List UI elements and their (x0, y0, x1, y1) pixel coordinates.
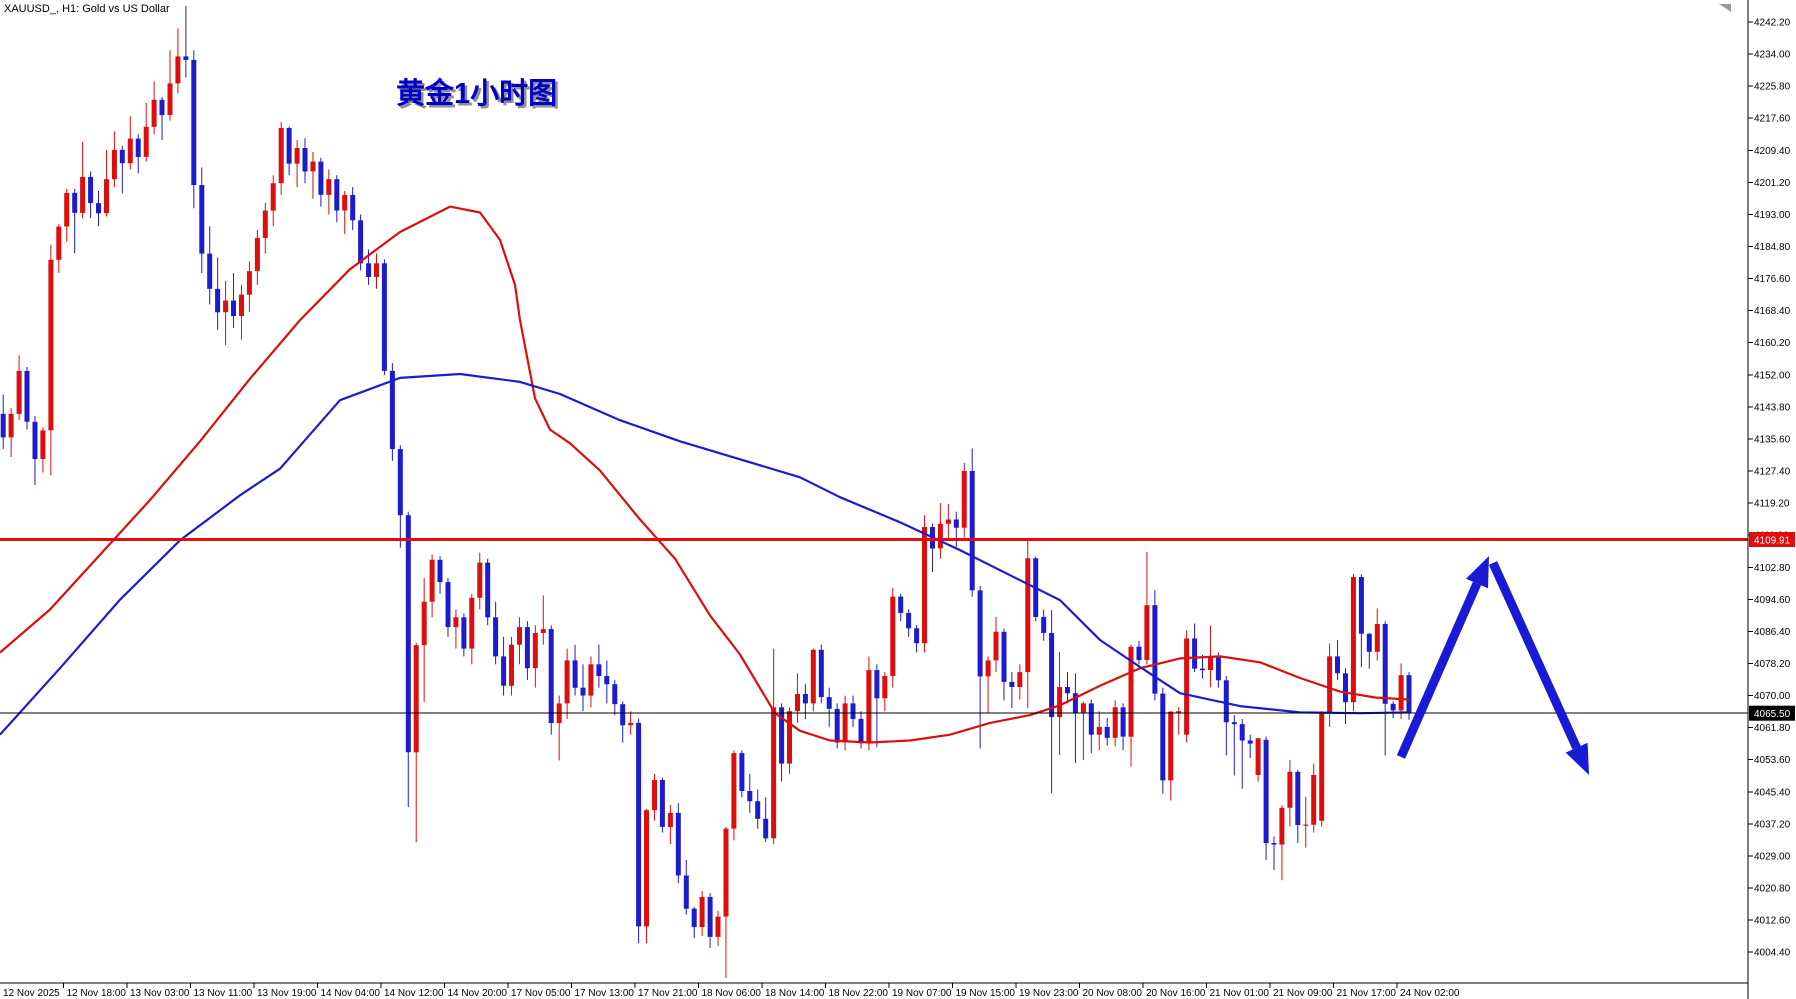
svg-text:13 Nov 03:00: 13 Nov 03:00 (130, 988, 190, 999)
svg-text:4127.40: 4127.40 (1754, 467, 1791, 478)
axis-border (0, 0, 1749, 999)
svg-text:4065.50: 4065.50 (1754, 709, 1791, 720)
svg-text:20 Nov 16:00: 20 Nov 16:00 (1146, 988, 1206, 999)
svg-text:4160.20: 4160.20 (1754, 338, 1791, 349)
svg-text:4061.80: 4061.80 (1754, 723, 1791, 734)
svg-text:14 Nov 04:00: 14 Nov 04:00 (321, 988, 381, 999)
svg-text:18 Nov 06:00: 18 Nov 06:00 (702, 988, 762, 999)
svg-text:4094.60: 4094.60 (1754, 595, 1791, 606)
symbol-title: XAUUSD_, H1: Gold vs US Dollar (4, 3, 170, 15)
svg-text:4070.00: 4070.00 (1754, 691, 1791, 702)
svg-text:20 Nov 08:00: 20 Nov 08:00 (1083, 988, 1143, 999)
svg-text:21 Nov 01:00: 21 Nov 01:00 (1210, 988, 1270, 999)
svg-text:4004.40: 4004.40 (1754, 948, 1791, 959)
svg-text:4102.80: 4102.80 (1754, 563, 1791, 574)
svg-text:4135.60: 4135.60 (1754, 435, 1791, 446)
svg-text:4078.20: 4078.20 (1754, 659, 1791, 670)
svg-text:14 Nov 12:00: 14 Nov 12:00 (384, 988, 444, 999)
svg-text:19 Nov 07:00: 19 Nov 07:00 (892, 988, 952, 999)
svg-text:14 Nov 20:00: 14 Nov 20:00 (448, 988, 508, 999)
svg-text:12 Nov 18:00: 12 Nov 18:00 (67, 988, 127, 999)
svg-text:17 Nov 05:00: 17 Nov 05:00 (511, 988, 571, 999)
svg-text:4037.20: 4037.20 (1754, 819, 1791, 830)
svg-text:4086.40: 4086.40 (1754, 627, 1791, 638)
svg-text:4225.80: 4225.80 (1754, 82, 1791, 93)
svg-text:4109.91: 4109.91 (1754, 536, 1791, 547)
candles-layer (0, 6, 1412, 978)
svg-text:19 Nov 23:00: 19 Nov 23:00 (1019, 988, 1079, 999)
svg-text:13 Nov 19:00: 13 Nov 19:00 (257, 988, 317, 999)
svg-text:19 Nov 15:00: 19 Nov 15:00 (956, 988, 1016, 999)
svg-text:4029.00: 4029.00 (1754, 851, 1791, 862)
svg-text:4193.00: 4193.00 (1754, 210, 1791, 221)
svg-text:4217.60: 4217.60 (1754, 114, 1791, 125)
svg-text:17 Nov 13:00: 17 Nov 13:00 (575, 988, 635, 999)
svg-text:4012.60: 4012.60 (1754, 916, 1791, 927)
svg-text:4201.20: 4201.20 (1754, 178, 1791, 189)
forecast-up-arrow[interactable] (1396, 556, 1489, 759)
svg-text:4242.20: 4242.20 (1754, 18, 1791, 29)
svg-text:4176.60: 4176.60 (1754, 274, 1791, 285)
svg-text:4234.00: 4234.00 (1754, 50, 1791, 61)
svg-text:13 Nov 11:00: 13 Nov 11:00 (194, 988, 253, 999)
svg-text:4184.80: 4184.80 (1754, 242, 1791, 253)
svg-text:4045.40: 4045.40 (1754, 787, 1791, 798)
forecast-down-arrow[interactable] (1488, 561, 1589, 775)
svg-text:21 Nov 09:00: 21 Nov 09:00 (1273, 988, 1333, 999)
svg-text:18 Nov 22:00: 18 Nov 22:00 (829, 988, 889, 999)
svg-text:12 Nov 2025: 12 Nov 2025 (3, 988, 60, 999)
svg-text:4020.80: 4020.80 (1754, 884, 1791, 895)
chart-headline-annotation: 黄金1小时图 (396, 78, 558, 110)
x-axis-labels[interactable]: 12 Nov 2025 12 Nov 18:00 13 Nov 03:00 13 No… (3, 983, 1460, 999)
svg-text:21 Nov 17:00: 21 Nov 17:00 (1337, 988, 1397, 999)
svg-text:4168.40: 4168.40 (1754, 306, 1791, 317)
ma-red-line (0, 205, 1410, 744)
svg-text:24 Nov 02:00: 24 Nov 02:00 (1400, 988, 1460, 999)
svg-text:4209.40: 4209.40 (1754, 146, 1791, 157)
svg-text:4053.60: 4053.60 (1754, 755, 1791, 766)
resistance-price-tag: 4109.91 (1749, 532, 1795, 547)
svg-text:4143.80: 4143.80 (1754, 402, 1791, 413)
svg-text:4152.00: 4152.00 (1754, 370, 1791, 381)
svg-text:4119.20: 4119.20 (1754, 499, 1790, 510)
svg-text:18 Nov 14:00: 18 Nov 14:00 (765, 988, 825, 999)
ma-blue-line (0, 372, 1410, 736)
y-axis-labels[interactable]: 4242.20 4234.00 4225.80 4217.60 4209.40 4201.… (1748, 18, 1791, 959)
current-price-tag: 4065.50 (1749, 705, 1795, 721)
svg-text:17 Nov 21:00: 17 Nov 21:00 (638, 988, 698, 999)
chart-shift-marker-icon[interactable] (1719, 4, 1731, 12)
